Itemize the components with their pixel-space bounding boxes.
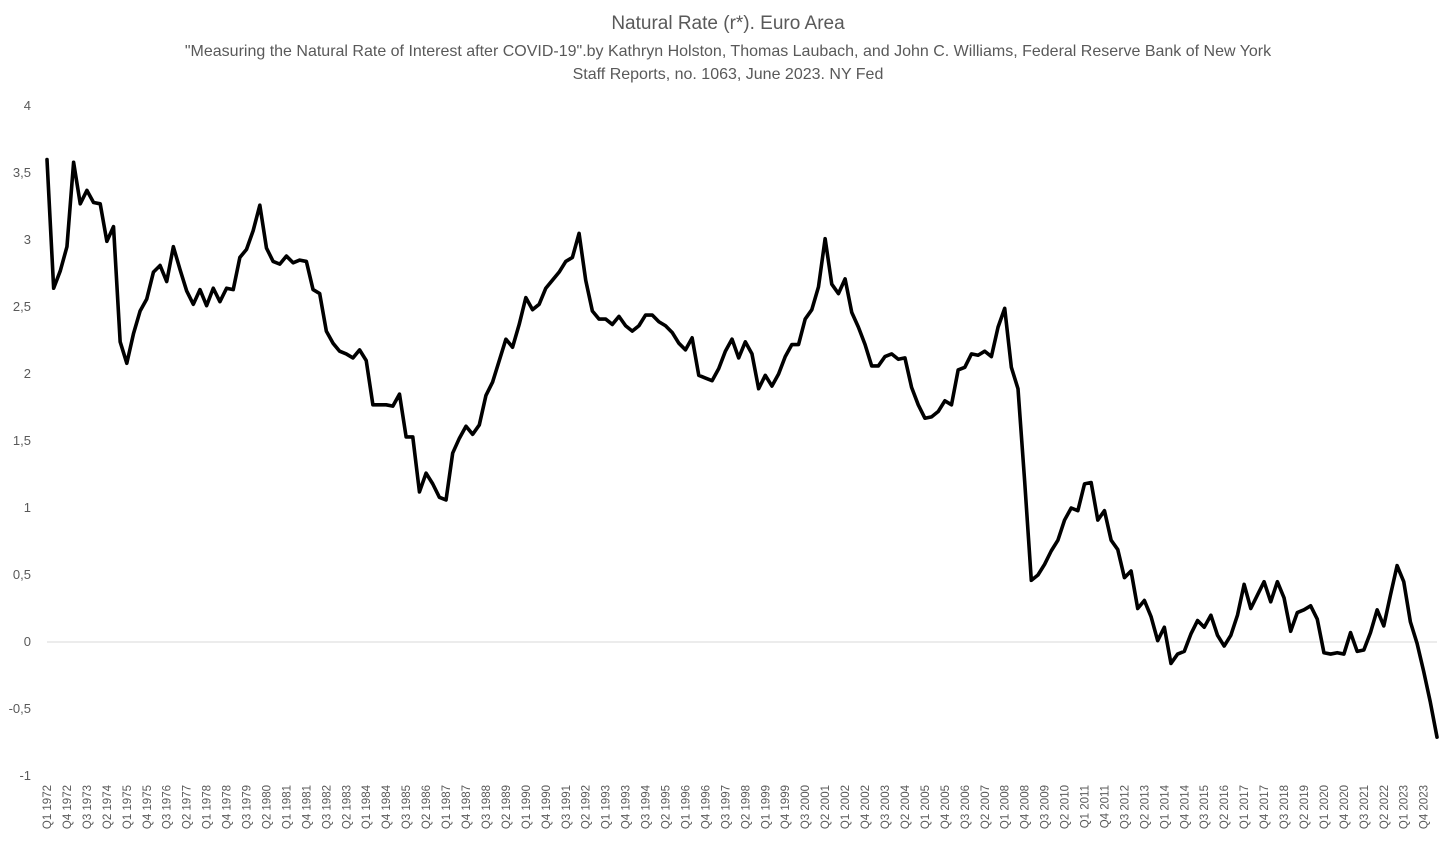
x-tick-label: Q1 1978 [202, 785, 214, 829]
y-tick-label: 1 [24, 500, 31, 515]
x-tick-label: Q3 1991 [561, 785, 573, 829]
x-tick-label: Q1 1987 [441, 785, 453, 829]
y-tick-label: -0,5 [9, 701, 31, 716]
x-tick-label: Q2 1986 [421, 785, 433, 829]
y-tick-label: 0,5 [13, 567, 31, 582]
x-tick-label: Q4 1987 [461, 785, 473, 829]
y-axis: -1 -0,5 0 0,5 1 1,5 2 2,5 3 3,5 4 [9, 98, 31, 783]
x-tick-label: Q3 2009 [1040, 785, 1052, 829]
x-tick-label: Q3 2000 [800, 785, 812, 829]
y-tick-label: 4 [24, 98, 31, 113]
x-tick-label: Q4 2005 [940, 785, 952, 829]
x-tick-label: Q1 1984 [361, 784, 373, 829]
y-tick-label: -1 [19, 768, 31, 783]
x-tick-label: Q2 2013 [1139, 785, 1151, 829]
x-tick-label: Q2 2016 [1219, 785, 1231, 829]
x-tick-label: Q4 2002 [860, 785, 872, 829]
x-tick-label: Q4 2014 [1179, 784, 1191, 829]
x-tick-label: Q4 1981 [301, 785, 313, 829]
x-tick-label: Q1 2002 [840, 785, 852, 829]
x-tick-label: Q1 2005 [920, 785, 932, 829]
y-tick-label: 3,5 [13, 165, 31, 180]
x-tick-label: Q1 1993 [601, 785, 613, 829]
x-tick-label: Q2 2007 [980, 785, 992, 829]
x-tick-label: Q2 1992 [581, 785, 593, 829]
x-tick-label: Q3 2021 [1359, 785, 1371, 829]
x-tick-label: Q3 2018 [1279, 785, 1291, 829]
x-tick-label: Q2 1974 [102, 784, 114, 829]
x-tick-label: Q2 2004 [900, 784, 912, 829]
x-tick-label: Q2 1998 [740, 785, 752, 829]
y-tick-label: 2,5 [13, 299, 31, 314]
x-tick-label: Q3 1973 [82, 785, 94, 829]
x-tick-label: Q3 1997 [720, 785, 732, 829]
x-tick-label: Q1 2011 [1080, 785, 1092, 828]
x-tick-label: Q1 2014 [1159, 784, 1171, 829]
x-axis: Q1 1972 Q4 1972 Q3 1973 Q2 1974 Q1 1975 Q4 19… [42, 784, 1431, 829]
x-tick-label: Q4 2017 [1259, 785, 1271, 829]
y-tick-label: 2 [24, 366, 31, 381]
y-tick-label: 3 [24, 232, 31, 247]
x-tick-label: Q1 1996 [680, 785, 692, 829]
series-layer [45, 157, 1439, 739]
chart-title: Natural Rate (r*). Euro Area [611, 13, 845, 34]
y-tick-label: 0 [24, 634, 31, 649]
x-tick-label: Q1 2017 [1239, 785, 1251, 829]
x-tick-label: Q4 1996 [700, 785, 712, 829]
x-tick-label: Q2 1989 [501, 785, 513, 829]
x-tick-label: Q3 2012 [1119, 785, 1131, 829]
x-tick-label: Q2 2010 [1060, 785, 1072, 829]
x-tick-label: Q4 1972 [62, 785, 74, 829]
x-tick-label: Q1 1981 [281, 785, 293, 829]
x-tick-label: Q1 2008 [1000, 785, 1012, 829]
x-tick-label: Q3 2006 [960, 785, 972, 829]
x-tick-label: Q1 1972 [42, 785, 54, 829]
x-tick-label: Q1 1999 [760, 785, 772, 829]
x-tick-label: Q4 1990 [541, 785, 553, 829]
x-tick-label: Q4 1999 [780, 785, 792, 829]
x-tick-label: Q4 2020 [1339, 785, 1351, 829]
series-line [45, 157, 1439, 739]
x-tick-label: Q3 2015 [1199, 785, 1211, 829]
x-tick-label: Q4 1975 [142, 785, 154, 829]
x-tick-label: Q2 1983 [341, 785, 353, 829]
x-tick-label: Q4 2011 [1099, 785, 1111, 828]
x-tick-label: Q3 1994 [641, 784, 653, 829]
x-tick-label: Q3 1979 [242, 785, 254, 829]
x-tick-label: Q4 1993 [621, 785, 633, 829]
x-tick-label: Q4 1984 [381, 784, 393, 829]
x-tick-label: Q3 2003 [880, 785, 892, 829]
x-tick-label: Q4 2023 [1419, 785, 1431, 829]
x-tick-label: Q1 1975 [122, 785, 134, 829]
y-tick-label: 1,5 [13, 433, 31, 448]
x-tick-label: Q1 2023 [1399, 785, 1411, 829]
x-tick-label: Q2 2022 [1379, 785, 1391, 829]
x-tick-label: Q2 1977 [182, 785, 194, 829]
x-tick-label: Q2 2001 [820, 785, 832, 829]
x-tick-label: Q2 2019 [1299, 785, 1311, 829]
x-tick-label: Q4 2008 [1020, 785, 1032, 829]
x-tick-label: Q2 1980 [261, 785, 273, 829]
x-tick-label: Q1 1990 [521, 785, 533, 829]
x-tick-label: Q3 1985 [401, 785, 413, 829]
chart-subtitle: "Measuring the Natural Rate of Interest … [184, 43, 1272, 83]
x-tick-label: Q2 1995 [661, 785, 673, 829]
x-tick-label: Q3 1988 [481, 785, 493, 829]
x-tick-label: Q3 1982 [321, 785, 333, 829]
x-tick-label: Q1 2020 [1319, 785, 1331, 829]
x-tick-label: Q4 1978 [222, 785, 234, 829]
x-tick-label: Q3 1976 [162, 785, 174, 829]
